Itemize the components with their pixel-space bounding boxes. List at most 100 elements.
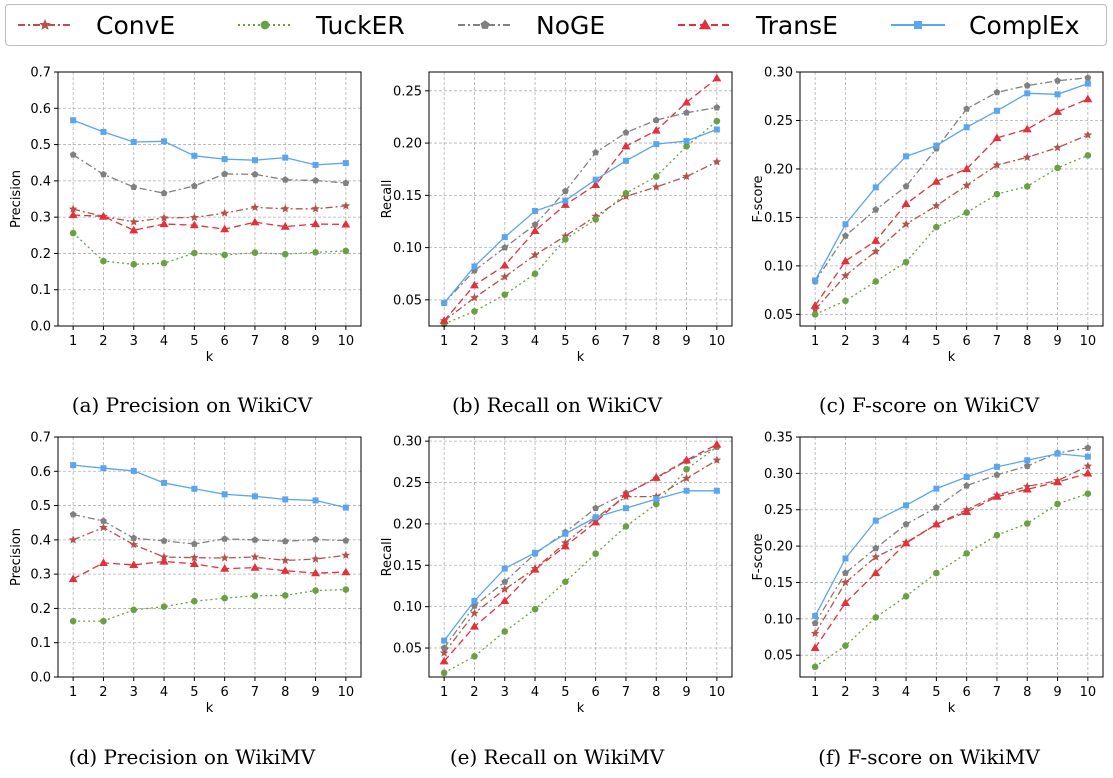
- data-point: [962, 180, 971, 190]
- data-point: [501, 234, 508, 241]
- x-axis-label: k: [948, 350, 956, 365]
- x-tick-label: 3: [130, 334, 138, 349]
- chart-recall-wikicv: 0.05 0.10 0.15 0.20 0.25 1 2 3 4 5 6 7 8 9 10 k Recall: [371, 60, 742, 374]
- data-point: [251, 493, 258, 500]
- data-point: [312, 497, 319, 504]
- data-point: [1053, 143, 1062, 152]
- x-tick-label: 10: [1080, 685, 1097, 700]
- series-line: [814, 447, 1088, 624]
- data-point: [872, 614, 880, 621]
- legend-marker-pentagon: [480, 20, 490, 29]
- data-point: [560, 200, 570, 208]
- chart-precision-wikicv: 0.0 0.1 0.2 0.3 0.4 0.5 0.6 0.7 1 2 3 4 5 6 7 8 9 10 k Prec…: [0, 60, 371, 374]
- data-point: [341, 567, 351, 576]
- chart-svg: 0.05 0.10 0.15 0.20 0.25 1 2 3 4 5 6 7 8 9 10 k Recall: [380, 71, 733, 365]
- y-tick-label: 0.25: [393, 84, 422, 99]
- data-point: [500, 584, 510, 593]
- data-point: [190, 182, 198, 189]
- data-point: [562, 197, 569, 204]
- x-tick-label: 8: [1023, 334, 1031, 349]
- y-tick-label: 0.15: [393, 189, 422, 204]
- y-tick-label: 0.20: [393, 517, 422, 532]
- x-tick-label: 4: [160, 334, 168, 349]
- y-tick-label: 0.4: [30, 533, 51, 548]
- data-point: [532, 549, 539, 556]
- data-point: [712, 439, 722, 448]
- data-point: [281, 592, 289, 599]
- legend-label: ComplEx: [969, 11, 1080, 40]
- data-point: [250, 552, 260, 561]
- x-tick-label: 9: [1053, 334, 1061, 349]
- series-line: [443, 77, 718, 322]
- series-line: [814, 83, 1089, 281]
- x-tick-label: 10: [709, 685, 726, 700]
- data-point: [901, 219, 911, 228]
- data-point: [932, 503, 940, 511]
- series-line: [72, 119, 346, 166]
- x-tick-label: 8: [281, 685, 289, 700]
- plot-area: [800, 437, 1103, 677]
- data-point: [191, 485, 198, 492]
- data-point: [501, 578, 509, 585]
- series-complex: [70, 462, 349, 511]
- data-point: [902, 182, 910, 190]
- data-point: [811, 619, 819, 627]
- legend-entry-conve: ConvE: [18, 11, 175, 40]
- data-point: [1083, 468, 1093, 477]
- data-point: [1084, 444, 1092, 451]
- data-point: [100, 170, 107, 178]
- data-point: [191, 249, 198, 257]
- data-point: [311, 204, 320, 213]
- series-tucker: [811, 490, 1092, 671]
- data-point: [439, 648, 449, 657]
- data-point: [282, 496, 289, 503]
- data-point: [993, 107, 1000, 114]
- data-point: [903, 502, 910, 509]
- data-point: [842, 232, 849, 239]
- x-tick-label: 7: [622, 685, 630, 700]
- data-point: [189, 220, 199, 229]
- x-tick-label: 8: [652, 685, 660, 700]
- data-point: [963, 209, 970, 216]
- data-point: [312, 249, 319, 256]
- series-line: [73, 214, 346, 231]
- x-tick-label: 7: [251, 685, 259, 700]
- x-tick-label: 1: [69, 334, 77, 349]
- legend: ConvE TuckER NoGE TransE ComplEx: [5, 4, 1107, 46]
- data-point: [280, 555, 290, 565]
- data-point: [653, 496, 660, 503]
- data-point: [161, 138, 168, 145]
- data-point: [440, 644, 448, 651]
- x-tick-label: 5: [561, 334, 569, 349]
- data-point: [159, 552, 169, 561]
- data-point: [161, 479, 168, 486]
- data-point: [531, 221, 539, 228]
- data-point: [471, 308, 478, 315]
- data-point: [871, 246, 881, 255]
- x-tick-label: 2: [99, 334, 107, 349]
- data-point: [1022, 124, 1032, 133]
- y-tick-label: 0.25: [764, 503, 793, 518]
- series-line: [814, 472, 1089, 649]
- data-point: [712, 157, 722, 166]
- data-point: [281, 250, 289, 258]
- y-tick-label: 0.6: [30, 102, 51, 117]
- data-point: [439, 656, 449, 665]
- data-point: [683, 137, 690, 144]
- data-point: [562, 578, 569, 586]
- data-point: [469, 622, 479, 630]
- data-point: [68, 535, 78, 544]
- data-point: [160, 189, 168, 197]
- data-point: [221, 156, 228, 163]
- chart-svg: 0.0 0.1 0.2 0.3 0.4 0.5 0.6 0.7 1 2 3 4 5 6 7 8 9 10 k Prec…: [9, 66, 362, 365]
- data-point: [1054, 91, 1061, 98]
- data-point: [220, 564, 230, 572]
- data-point: [190, 553, 199, 562]
- data-point: [871, 236, 881, 244]
- data-point: [1023, 462, 1031, 469]
- series-noge: [69, 151, 350, 197]
- x-tick-label: 9: [682, 685, 690, 700]
- x-tick-label: 1: [69, 685, 77, 700]
- series-line: [814, 453, 1088, 617]
- data-point: [130, 183, 138, 190]
